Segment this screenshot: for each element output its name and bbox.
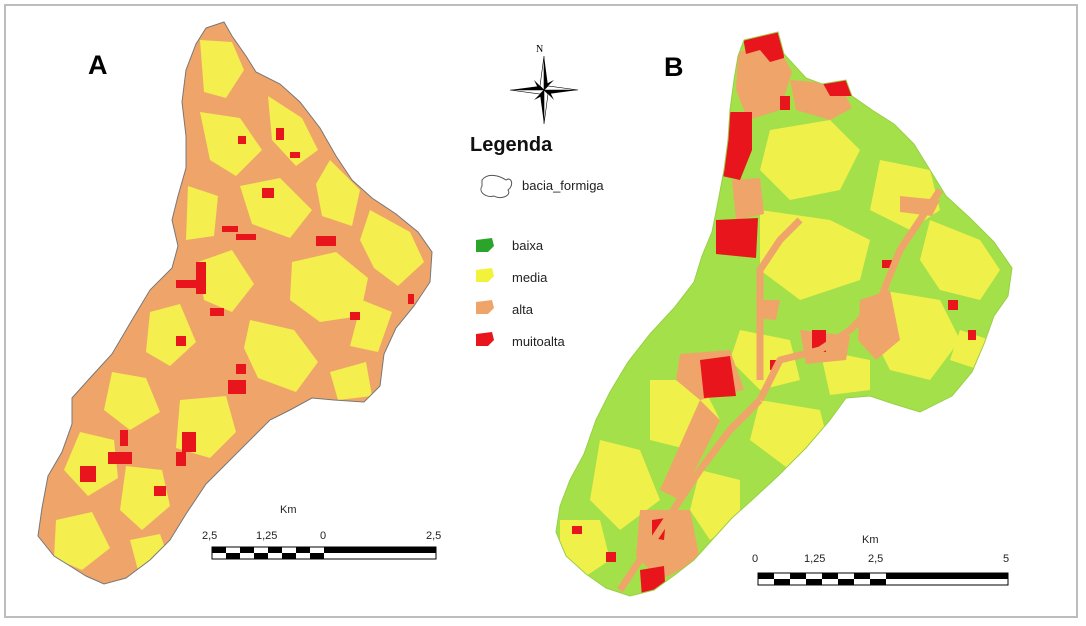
map-a-media-zones [54, 40, 424, 578]
scale-b-unit: Km [862, 534, 879, 546]
panel-label-b: B [664, 52, 684, 82]
legend-swatch-baixa [476, 238, 494, 252]
scale-a-unit: Km [280, 504, 297, 516]
legend-label-muitoalta: muitoalta [512, 334, 565, 349]
map-a [38, 22, 432, 584]
map-a-muitoalta-patches [80, 128, 414, 496]
map-b-stream-corridor [617, 188, 943, 592]
scale-a-tick-1: 1,25 [256, 530, 278, 542]
scale-a-tick-3: 2,5 [426, 530, 442, 542]
panel-label-a: A [88, 50, 108, 80]
scale-bar-b [757, 572, 1009, 586]
map-b [556, 32, 1012, 596]
legend-label-baixa: baixa [512, 238, 544, 253]
legend-swatch-media [476, 268, 494, 282]
scale-b-tick-2: 2,5 [868, 553, 884, 565]
legend-label-alta: alta [512, 302, 533, 317]
legend-swatch-alta [476, 300, 494, 314]
map-a-boundary [37, 21, 433, 585]
scale-bar-a [211, 546, 437, 560]
map-b-muitoalta-zones [572, 32, 976, 596]
scale-a-tick-0: 2,5 [202, 530, 218, 542]
legend-label-media: media [512, 270, 548, 285]
legend-swatch-muitoalta [476, 332, 494, 346]
map-b-media-zones [560, 120, 1000, 580]
map-b-boundary [555, 31, 1013, 597]
north-label: N [536, 44, 544, 55]
scale-b-tick-0: 0 [752, 553, 759, 565]
scale-b-tick-3: 5 [1003, 553, 1010, 565]
legend-title: Legenda [470, 134, 553, 156]
scale-b-tick-1: 1,25 [804, 553, 826, 565]
scale-a-tick-2: 0 [320, 530, 327, 542]
legend-boundary-label: bacia_formiga [522, 178, 604, 193]
north-arrow [509, 55, 579, 125]
legend-boundary-icon [480, 174, 513, 199]
